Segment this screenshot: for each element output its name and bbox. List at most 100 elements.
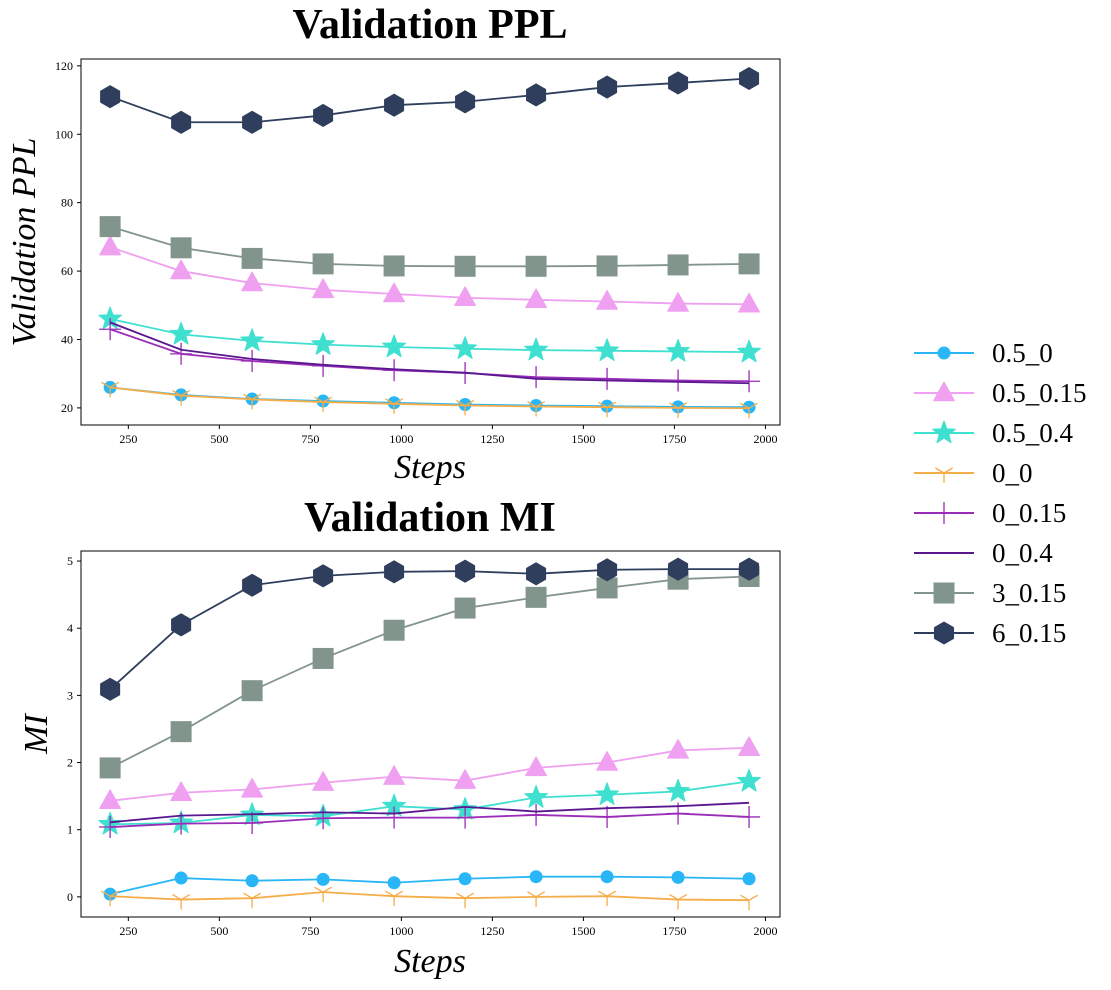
mi-data-point-0-5-0	[245, 874, 259, 888]
mi-data-point-0-0-15	[312, 807, 335, 830]
legend-label-0-5-0: 0.5_0	[992, 338, 1053, 368]
ppl-x-axis-label: Steps	[394, 449, 466, 486]
mi-y-tick-label: 0	[67, 890, 73, 904]
legend-marker-0-0-15	[933, 502, 955, 524]
mi-data-point-0-5-0-15	[738, 736, 761, 756]
ppl-data-point-0-0-15	[241, 350, 264, 373]
legend-item-0-5-0-4: 0.5_0.4	[914, 418, 1074, 448]
mi-data-point-6-0-15	[242, 573, 263, 597]
mi-data-point-0-5-0	[529, 870, 543, 884]
mi-data-point-3-0-15	[383, 619, 405, 641]
mi-data-point-0-5-0-4	[666, 778, 690, 802]
mi-data-point-0-0	[172, 893, 191, 910]
mi-data-point-0-5-0	[600, 870, 614, 884]
mi-data-point-0-5-0-15	[596, 751, 619, 771]
ppl-x-tick-label: 250	[119, 432, 137, 446]
ppl-series-0-0	[101, 381, 759, 419]
ppl-series-line-0-5-0-4	[109, 318, 750, 354]
mi-data-point-0-0	[669, 893, 688, 910]
mi-data-point-6-0-15	[313, 564, 334, 588]
ppl-data-point-3-0-15	[525, 255, 547, 277]
ppl-x-tick-label: 1250	[480, 432, 504, 446]
ppl-data-point-0-5-0-15	[383, 282, 406, 303]
mi-data-point-3-0-15	[170, 721, 192, 743]
mi-data-point-0-5-0-15	[170, 781, 193, 801]
mi-data-point-6-0-15	[100, 677, 121, 701]
mi-data-point-0-5-0	[458, 872, 472, 886]
ppl-series-line-0-0-4	[109, 321, 750, 385]
ppl-y-tick-label: 40	[61, 332, 73, 346]
ppl-x-tick-label: 500	[210, 432, 228, 446]
ppl-data-point-0-5-0-15	[738, 292, 761, 313]
ppl-data-point-0-0-15	[170, 342, 193, 365]
ppl-data-point-0-0	[243, 393, 262, 410]
ppl-data-point-3-0-15	[241, 247, 263, 269]
ppl-data-point-6-0-15	[384, 93, 405, 117]
mi-series-line-0-0-15	[110, 812, 750, 828]
mi-data-point-0-5-0-15	[99, 789, 122, 810]
ppl-data-point-0-5-0-4	[737, 339, 761, 363]
ppl-data-point-6-0-15	[171, 110, 192, 134]
ppl-y-axis-label: Validation PPL	[6, 138, 43, 347]
mi-data-point-0-5-0	[316, 872, 330, 886]
legend-marker-0-0	[935, 467, 953, 483]
mi-data-point-0-0-15	[738, 805, 761, 828]
ppl-y-tick-label: 20	[61, 401, 73, 415]
ppl-data-point-3-0-15	[170, 237, 192, 259]
mi-series-line-0-5-0-15	[110, 746, 750, 802]
legend-marker-0-5-0-4	[932, 420, 956, 444]
ppl-x-tick-label: 1500	[571, 432, 595, 446]
ppl-data-point-0-0-15	[667, 369, 690, 392]
mi-data-point-0-5-0-4	[524, 784, 548, 808]
mi-data-point-3-0-15	[454, 597, 476, 619]
mi-series-line-6-0-15	[109, 568, 750, 691]
mi-data-point-0-5-0-15	[312, 771, 335, 791]
mi-x-tick-label: 1750	[662, 924, 686, 938]
ppl-data-point-6-0-15	[526, 83, 547, 107]
ppl-data-point-6-0-15	[739, 67, 760, 90]
mi-x-tick-label: 1000	[389, 924, 413, 938]
ppl-series-line-0-5-0-15	[109, 246, 750, 306]
ppl-data-point-0-5-0-15	[525, 288, 548, 309]
ppl-x-tick-label: 1000	[389, 432, 413, 446]
mi-series-line-0-0	[110, 891, 750, 902]
mi-data-point-0-5-0-15	[241, 777, 264, 798]
mi-data-point-0-5-0	[387, 876, 401, 890]
mi-data-point-0-5-0-15	[667, 738, 690, 759]
mi-data-point-0-0	[101, 890, 120, 907]
ppl-series-line-6-0-15	[109, 77, 750, 124]
mi-data-point-3-0-15	[525, 586, 547, 608]
mi-data-point-0-5-0	[742, 872, 756, 886]
ppl-data-point-0-0	[314, 396, 333, 413]
mi-y-tick-label: 4	[67, 621, 73, 635]
ppl-data-point-3-0-15	[738, 253, 760, 275]
mi-data-point-6-0-15	[668, 557, 689, 581]
ppl-data-point-0-0	[456, 399, 475, 416]
ppl-axes-frame	[80, 58, 781, 426]
ppl-data-point-0-5-0-4	[382, 334, 407, 358]
mi-data-point-0-0	[314, 886, 333, 903]
ppl-data-point-0-5-0-15	[667, 292, 690, 312]
ppl-data-point-3-0-15	[383, 255, 405, 277]
mi-data-point-6-0-15	[171, 613, 192, 637]
ppl-data-point-0-5-0-4	[169, 321, 194, 345]
mi-data-point-0-5-0-4	[595, 782, 619, 805]
mi-series-line-0-0-4	[110, 801, 750, 824]
ppl-data-point-0-0-15	[596, 367, 619, 390]
legend-item-6-0-15: 6_0.15	[914, 618, 1066, 648]
mi-data-point-0-0	[527, 891, 546, 907]
mi-y-tick-label: 2	[67, 756, 73, 770]
mi-x-tick-label: 750	[301, 924, 319, 938]
legend-label-0-0-4: 0_0.4	[992, 538, 1053, 568]
ppl-series-0-0-4	[109, 321, 750, 385]
mi-series-0-5-0	[103, 870, 756, 901]
mi-subplot: Validation MI Steps MI 250 500 750 1000 1250…	[18, 495, 781, 980]
legend-label-0-5-0-4: 0.5_0.4	[992, 418, 1074, 448]
ppl-data-point-0-0	[740, 402, 759, 419]
legend-item-0-0-15: 0_0.15	[914, 498, 1066, 528]
ppl-series-line-3-0-15	[109, 225, 750, 268]
mi-series-0-0-4	[110, 801, 750, 824]
mi-data-point-0-0-15	[454, 806, 477, 829]
ppl-data-point-6-0-15	[597, 75, 618, 99]
